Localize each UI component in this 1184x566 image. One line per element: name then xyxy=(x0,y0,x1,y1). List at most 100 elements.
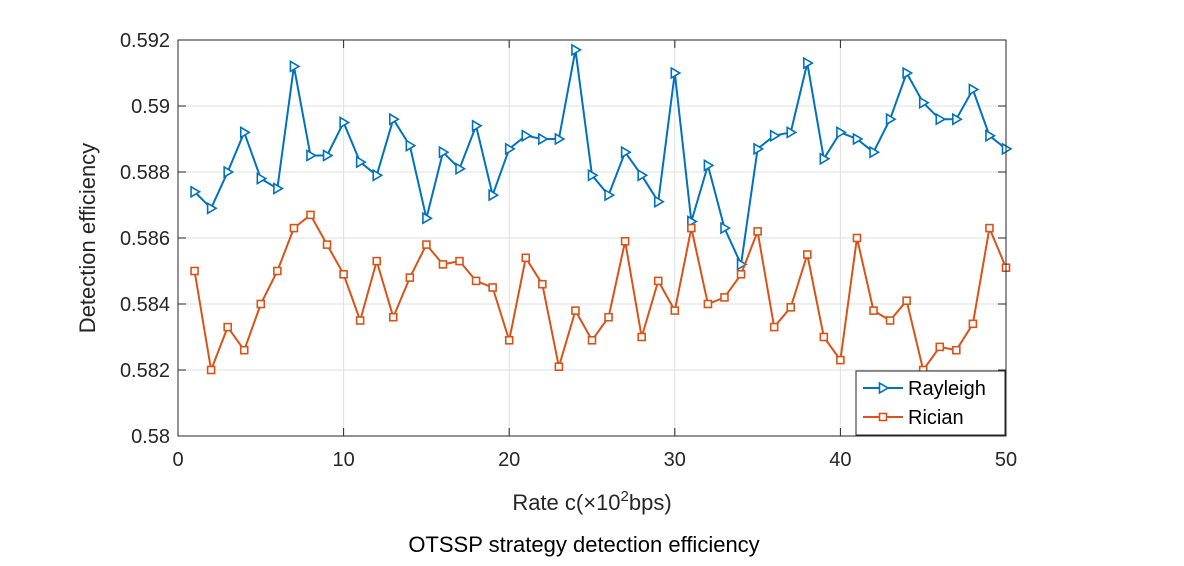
series-layer xyxy=(190,43,1013,375)
data-point-rayleigh xyxy=(355,155,367,169)
series-rician xyxy=(190,210,1011,375)
legend-label-rayleigh: Rayleigh xyxy=(908,378,986,400)
data-point-rician xyxy=(405,273,415,282)
x-tick-label: 50 xyxy=(995,449,1017,471)
data-point-rayleigh xyxy=(289,60,301,73)
data-point-rayleigh xyxy=(753,142,765,156)
data-point-rayleigh xyxy=(836,126,847,139)
data-point-rician xyxy=(504,335,514,345)
data-point-rayleigh xyxy=(769,129,781,143)
data-point-rayleigh xyxy=(1001,142,1013,156)
data-point-rician xyxy=(339,269,348,279)
data-point-rician xyxy=(239,345,249,355)
x-axis-label-superscript: 2 xyxy=(621,488,629,505)
data-point-rayleigh xyxy=(703,159,715,172)
data-point-rayleigh xyxy=(455,162,467,176)
x-tick-labels: 0 10 20 30 40 50 xyxy=(172,449,1017,471)
data-point-rayleigh xyxy=(256,172,268,185)
x-tick-label: 40 xyxy=(829,449,851,471)
chart-caption: OTSSP strategy detection efficiency xyxy=(408,532,759,557)
data-point-rician xyxy=(190,266,199,276)
data-point-rician xyxy=(488,283,497,292)
legend-box xyxy=(855,370,1006,436)
data-point-rician xyxy=(985,223,994,233)
grid xyxy=(178,40,1006,436)
data-point-rayleigh xyxy=(736,258,748,271)
data-point-rician xyxy=(802,250,812,259)
legend-marker-rayleigh xyxy=(878,381,890,395)
data-point-rayleigh xyxy=(239,126,251,139)
x-axis-label-main: Rate c(×10 xyxy=(512,490,620,515)
data-point-rician xyxy=(670,306,680,315)
data-point-rician xyxy=(885,316,895,325)
data-point-rayleigh xyxy=(885,112,897,126)
data-point-rayleigh xyxy=(538,132,549,146)
x-tick-label: 30 xyxy=(664,449,686,471)
data-point-rayleigh xyxy=(504,142,516,156)
legend-item-rayleigh: Rayleigh xyxy=(863,378,986,400)
data-point-rician xyxy=(438,260,448,269)
y-tick-label: 0.582 xyxy=(120,360,170,382)
data-point-rayleigh xyxy=(918,96,930,110)
data-point-rician xyxy=(422,240,431,249)
y-tick-label: 0.584 xyxy=(120,294,170,316)
data-point-rician xyxy=(753,227,762,236)
data-point-rayleigh xyxy=(968,83,980,96)
data-point-rayleigh xyxy=(521,129,533,143)
data-point-rayleigh xyxy=(273,182,284,195)
data-point-rician xyxy=(687,223,696,233)
data-point-rayleigh xyxy=(339,116,351,129)
legend-label-rician: Rician xyxy=(908,407,964,429)
data-point-rayleigh xyxy=(388,112,400,126)
data-point-rayleigh xyxy=(422,211,433,225)
data-point-rician xyxy=(869,306,878,315)
data-point-rician xyxy=(355,316,365,325)
data-point-rayleigh xyxy=(786,126,798,139)
data-point-rayleigh xyxy=(653,195,665,209)
data-point-rayleigh xyxy=(819,152,831,166)
data-point-rayleigh xyxy=(869,145,881,159)
data-point-rician xyxy=(571,306,580,315)
data-point-rayleigh xyxy=(604,188,616,202)
data-point-rician xyxy=(289,223,299,233)
data-point-rician xyxy=(769,322,779,332)
y-tick-label: 0.588 xyxy=(120,162,170,184)
data-point-rayleigh xyxy=(322,149,334,162)
legend-items: Rayleigh Rician xyxy=(863,378,986,429)
data-point-rayleigh xyxy=(985,129,997,143)
data-point-rayleigh xyxy=(190,185,202,199)
data-point-rician xyxy=(952,345,961,355)
x-tick-label: 0 xyxy=(172,449,183,471)
data-point-rician xyxy=(256,299,266,309)
data-point-rayleigh xyxy=(223,165,235,179)
y-tick-labels: 0.58 0.582 0.584 0.586 0.588 0.59 0.592 xyxy=(120,30,170,448)
data-point-rician xyxy=(604,312,613,322)
data-point-rician xyxy=(388,312,398,322)
data-point-rician xyxy=(786,302,796,312)
data-point-rayleigh xyxy=(206,201,218,215)
y-tick-label: 0.59 xyxy=(131,96,170,118)
data-point-rayleigh xyxy=(554,132,566,146)
data-point-rician xyxy=(620,237,630,246)
legend-marker-rician xyxy=(878,412,888,422)
data-point-rician xyxy=(720,293,729,302)
data-point-rician xyxy=(538,279,547,289)
y-tick-label: 0.58 xyxy=(131,426,170,448)
data-point-rician xyxy=(455,256,464,266)
data-point-rician xyxy=(306,210,315,220)
data-point-rayleigh xyxy=(935,112,947,126)
y-axis-label: Detection efficiency xyxy=(75,143,100,333)
data-point-rician xyxy=(372,256,382,266)
data-point-rayleigh xyxy=(372,168,384,182)
data-point-rician xyxy=(902,296,911,306)
data-point-rayleigh xyxy=(488,188,500,202)
data-point-rician xyxy=(819,332,829,342)
data-point-rician xyxy=(968,319,978,329)
x-axis-label-end: bps) xyxy=(629,490,672,515)
data-point-rician xyxy=(653,276,663,286)
data-point-rician xyxy=(322,240,332,249)
data-point-rayleigh xyxy=(306,149,318,162)
data-point-rayleigh xyxy=(471,119,483,133)
data-point-rayleigh xyxy=(670,66,682,80)
legend: Rayleigh Rician xyxy=(855,370,1006,436)
